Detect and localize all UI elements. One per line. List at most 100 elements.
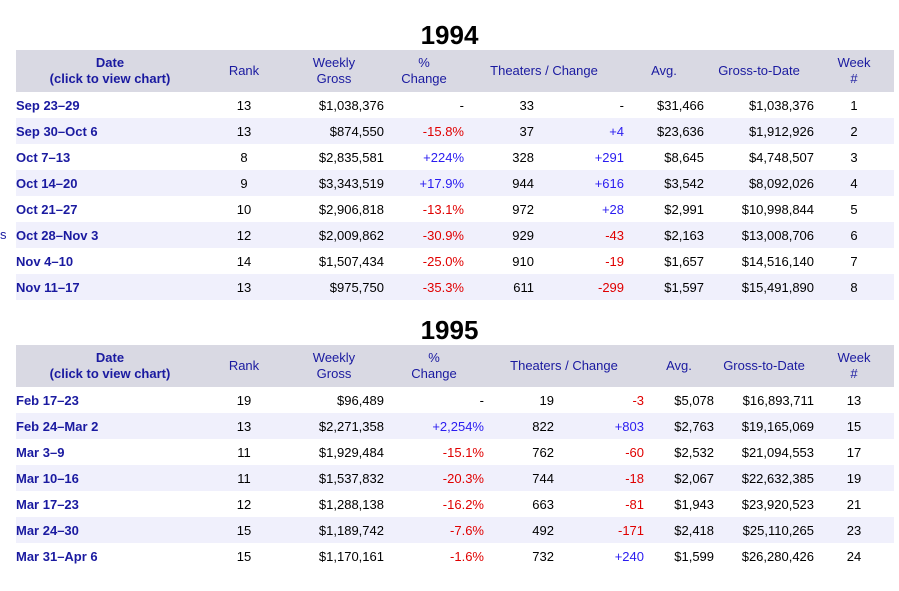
rank-cell: 11 — [237, 470, 251, 486]
theaters-change-cell: -19 — [605, 253, 625, 269]
date-column-header[interactable]: Date (click to view chart) — [49, 55, 171, 86]
average-cell: $1,597 — [664, 279, 705, 295]
rank-cell: 13 — [236, 279, 252, 295]
table-header-row: Date (click to view chart) Rank Weekly Gro… — [16, 50, 895, 92]
week-date-link[interactable]: Mar 10–16 — [16, 470, 79, 486]
gross-to-date-column-header: Gross-to-Date — [723, 358, 805, 373]
rank-cell: 12 — [236, 227, 252, 243]
theaters-cell: 328 — [512, 149, 534, 165]
weekly-gross-cell: $1,189,742 — [318, 522, 384, 538]
weekly-gross-cell: $1,170,161 — [318, 548, 384, 564]
week-date-link[interactable]: Oct 21–27 — [16, 201, 78, 217]
percent-change-cell: - — [459, 97, 464, 113]
table-row: Nov 4–10 14 $1,507,434 -25.0% 910 -19 $1… — [16, 248, 894, 274]
week-date-link[interactable]: Oct 7–13 — [16, 149, 71, 165]
table-row: Oct 28–Nov 3 12 $2,009,862 -30.9% 929 -4… — [16, 222, 895, 248]
theaters-change-cell: +291 — [594, 149, 625, 165]
rank-cell: 8 — [240, 149, 248, 165]
week-number-cell: 4 — [850, 175, 858, 191]
weekly-gross-cell: $874,550 — [329, 123, 384, 139]
average-cell: $2,163 — [664, 227, 705, 243]
percent-change-cell: - — [479, 392, 484, 408]
percent-change-cell: -13.1% — [422, 201, 464, 217]
rank-cell: 15 — [236, 522, 252, 538]
theaters-cell: 33 — [519, 97, 534, 113]
average-column-header: Avg. — [651, 63, 677, 78]
week-date-link[interactable]: Nov 4–10 — [16, 253, 74, 269]
weekly-gross-cell: $2,906,818 — [318, 201, 384, 217]
gross-to-date-cell: $21,094,553 — [741, 444, 815, 460]
percent-change-cell: -35.3% — [422, 279, 464, 295]
theaters-cell: 944 — [512, 175, 534, 191]
week-date-link[interactable]: Mar 24–30 — [16, 522, 79, 538]
percent-change-cell: -16.2% — [442, 496, 484, 512]
percent-change-cell: -20.3% — [442, 470, 484, 486]
theaters-change-cell: +28 — [601, 201, 625, 217]
rank-cell: 9 — [240, 175, 248, 191]
average-cell: $3,542 — [664, 175, 705, 191]
weekly-gross-cell: $2,271,358 — [318, 418, 384, 434]
theaters-cell: 492 — [532, 522, 554, 538]
percent-change-cell: -7.6% — [450, 522, 484, 538]
average-column-header: Avg. — [666, 358, 692, 373]
weekly-gross-cell: $975,750 — [329, 279, 384, 295]
theaters-cell: 910 — [512, 253, 534, 269]
table-row: Mar 31–Apr 6 15 $1,170,161 -1.6% 732 +24… — [16, 543, 894, 569]
table-row: Feb 17–23 19 $96,489 - 19 -3 $5,078 $16,… — [16, 387, 894, 413]
week-number-cell: 19 — [846, 470, 862, 486]
weekly-gross-cell: $1,537,832 — [318, 470, 384, 486]
theaters-change-column-header: Theaters / Change — [490, 63, 598, 78]
week-date-link[interactable]: Feb 24–Mar 2 — [16, 418, 99, 434]
week-date-link[interactable]: Mar 3–9 — [16, 444, 65, 460]
week-date-link[interactable]: Oct 14–20 — [16, 175, 78, 191]
week-number-cell: 21 — [846, 496, 862, 512]
week-number-cell: 2 — [850, 123, 858, 139]
week-date-link[interactable]: Nov 11–17 — [16, 279, 80, 295]
week-date-link[interactable]: Oct 28–Nov 3 — [16, 227, 99, 243]
gross-to-date-cell: $15,491,890 — [741, 279, 815, 295]
gross-to-date-column-header: Gross-to-Date — [718, 63, 800, 78]
week-date-link[interactable]: Mar 31–Apr 6 — [16, 548, 98, 564]
gross-to-date-cell: $4,748,507 — [748, 149, 815, 165]
weekly-gross-cell: $1,507,434 — [318, 253, 384, 269]
percent-change-column-header: % Change — [401, 55, 447, 86]
weekly-gross-cell: $1,929,484 — [318, 444, 384, 460]
table-row: Mar 24–30 15 $1,189,742 -7.6% 492 -171 $… — [16, 517, 895, 543]
week-number-column-header: Week # — [837, 55, 871, 86]
average-cell: $31,466 — [657, 97, 705, 113]
week-date-link[interactable]: Mar 17–23 — [16, 496, 79, 512]
gross-to-date-cell: $26,280,426 — [741, 548, 815, 564]
rank-column-header: Rank — [228, 358, 260, 373]
week-number-cell: 6 — [850, 227, 858, 243]
weekly-gross-cell: $3,343,519 — [318, 175, 384, 191]
gross-to-date-cell: $14,516,140 — [741, 253, 815, 269]
week-number-cell: 15 — [846, 418, 862, 434]
theaters-change-cell: +4 — [609, 123, 625, 139]
week-date-link[interactable]: Feb 17–23 — [16, 392, 79, 408]
table-row: Oct 7–13 8 $2,835,581 +224% 328 +291 $8,… — [16, 144, 894, 170]
year-heading-1995: 1995 — [420, 315, 479, 345]
rank-cell: 13 — [236, 123, 252, 139]
average-cell: $2,991 — [664, 201, 705, 217]
average-cell: $1,599 — [674, 548, 715, 564]
date-column-header[interactable]: Date (click to view chart) — [49, 350, 171, 381]
gross-to-date-cell: $1,038,376 — [748, 97, 815, 113]
left-edge-text-fragment: s — [0, 227, 7, 242]
week-date-link[interactable]: Sep 30–Oct 6 — [16, 123, 98, 139]
week-number-cell: 8 — [850, 279, 858, 295]
weekly-gross-cell: $1,288,138 — [318, 496, 384, 512]
table-row: Sep 23–29 13 $1,038,376 - 33 - $31,466 $… — [16, 92, 894, 118]
week-date-link[interactable]: Sep 23–29 — [16, 97, 80, 113]
percent-change-cell: -25.0% — [422, 253, 464, 269]
percent-change-cell: +2,254% — [432, 418, 484, 434]
box-office-table-1995: Date (click to view chart) Rank Weekly Gro… — [16, 345, 895, 569]
theaters-change-cell: -3 — [632, 392, 645, 408]
average-cell: $1,657 — [664, 253, 705, 269]
weekly-gross-column-header: Weekly Gross — [312, 55, 356, 86]
rank-cell: 13 — [236, 418, 252, 434]
theaters-change-column-header: Theaters / Change — [510, 358, 618, 373]
weekly-gross-cell: $96,489 — [337, 392, 384, 408]
gross-to-date-cell: $22,632,385 — [741, 470, 815, 486]
average-cell: $5,078 — [674, 392, 715, 408]
theaters-change-cell: -171 — [617, 522, 645, 538]
